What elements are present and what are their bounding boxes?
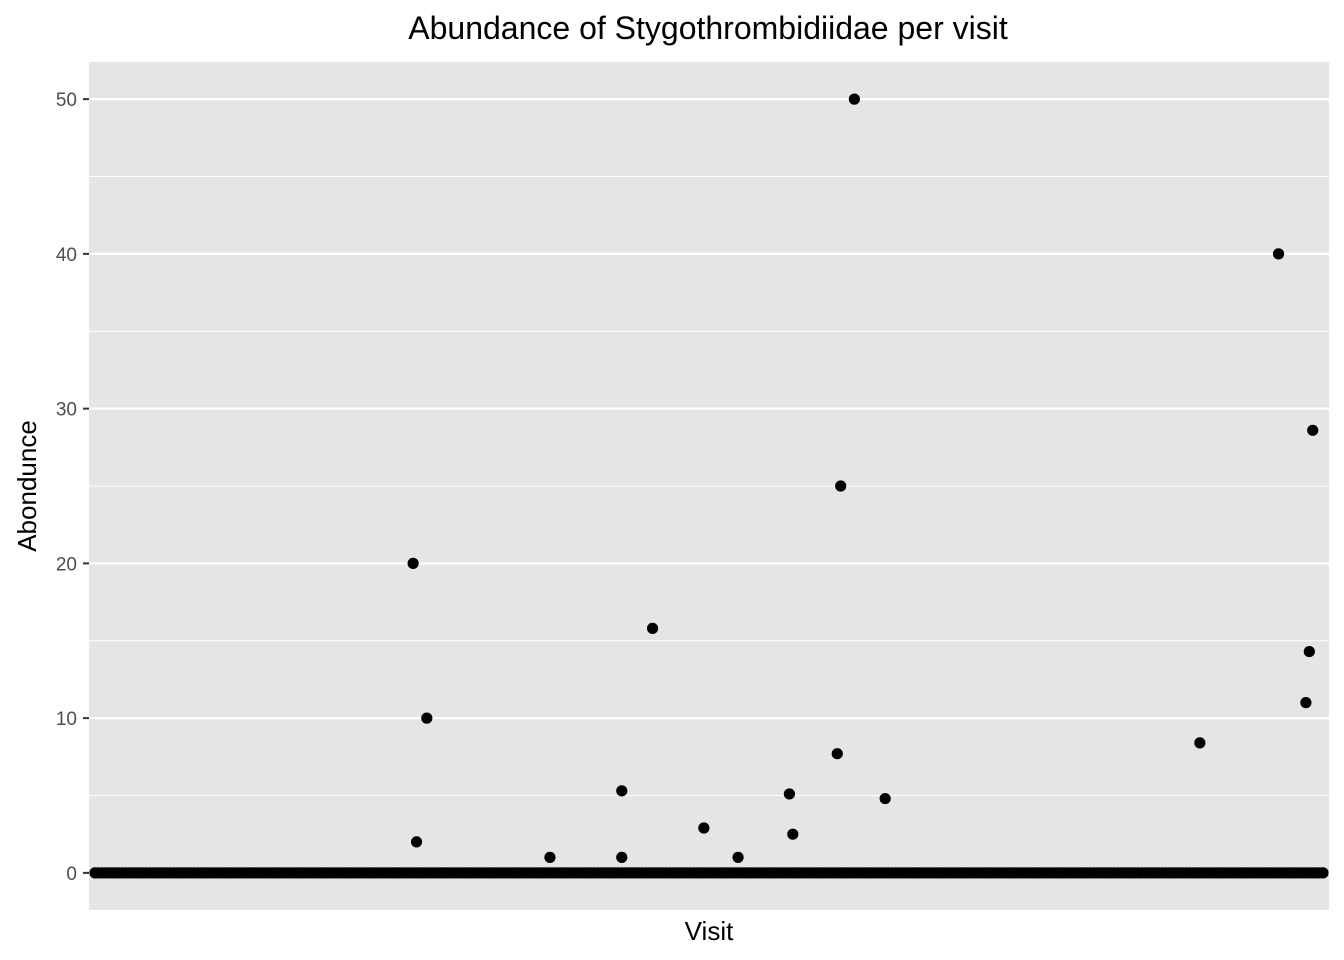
data-point: [835, 480, 847, 492]
data-point: [732, 851, 744, 863]
data-point: [421, 712, 433, 724]
data-point: [848, 93, 860, 105]
x-axis-title: Visit: [685, 916, 734, 946]
data-point: [1300, 697, 1312, 709]
data-point: [783, 788, 795, 800]
y-axis: 0 10 20 30 40 50: [56, 90, 89, 885]
y-tick-label: 30: [56, 400, 77, 421]
data-points: [89, 93, 1329, 879]
y-tick-label: 20: [56, 554, 77, 575]
data-point: [407, 557, 419, 569]
data-point: [1194, 737, 1206, 749]
data-point: [616, 785, 628, 797]
data-point: [1272, 248, 1285, 260]
chart-title: Abundance of Stygothrombidiidae per visi…: [408, 10, 1008, 46]
data-point: [616, 851, 628, 863]
data-point: [787, 828, 799, 840]
data-point-zero: [1317, 867, 1329, 879]
y-axis-title: Abondunce: [12, 420, 42, 552]
data-point: [1303, 645, 1315, 658]
data-point: [1307, 424, 1319, 436]
grid-lines: [89, 98, 1329, 874]
data-point: [544, 851, 556, 863]
data-point: [879, 792, 891, 805]
data-point: [646, 622, 659, 634]
data-point: [831, 748, 843, 760]
y-tick-label: 0: [66, 864, 77, 885]
data-point: [410, 836, 423, 848]
y-tick-label: 10: [56, 709, 77, 730]
data-point: [698, 822, 710, 834]
y-tick-label: 40: [56, 245, 77, 266]
y-tick-label: 50: [56, 90, 77, 111]
